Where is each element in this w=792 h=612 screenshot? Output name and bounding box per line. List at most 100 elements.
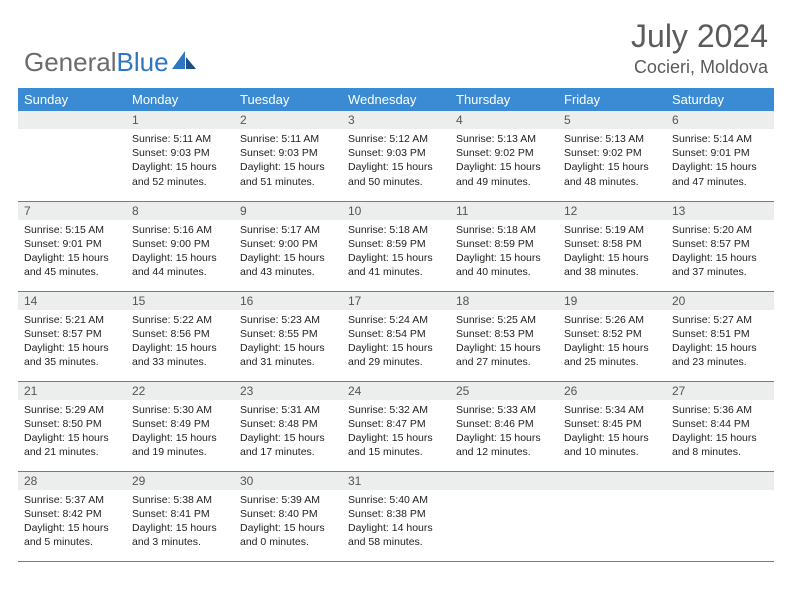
- day-number: 10: [342, 202, 450, 220]
- daylight-text: Daylight: 14 hours and 58 minutes.: [348, 521, 444, 549]
- sunset-text: Sunset: 8:46 PM: [456, 417, 552, 431]
- daylight-text: Daylight: 15 hours and 43 minutes.: [240, 251, 336, 279]
- day-details: Sunrise: 5:19 AMSunset: 8:58 PMDaylight:…: [558, 220, 666, 284]
- weekday-header: Saturday: [666, 88, 774, 111]
- calendar-day-cell: 29Sunrise: 5:38 AMSunset: 8:41 PMDayligh…: [126, 471, 234, 561]
- day-number: 8: [126, 202, 234, 220]
- calendar-week-row: 28Sunrise: 5:37 AMSunset: 8:42 PMDayligh…: [18, 471, 774, 561]
- day-number: 31: [342, 472, 450, 490]
- sunrise-text: Sunrise: 5:11 AM: [240, 132, 336, 146]
- calendar-day-cell: 25Sunrise: 5:33 AMSunset: 8:46 PMDayligh…: [450, 381, 558, 471]
- month-title: July 2024: [631, 18, 768, 55]
- sunrise-text: Sunrise: 5:21 AM: [24, 313, 120, 327]
- logo-text-blue: Blue: [117, 47, 169, 78]
- logo: GeneralBlue: [24, 47, 198, 78]
- day-details: Sunrise: 5:22 AMSunset: 8:56 PMDaylight:…: [126, 310, 234, 374]
- sunrise-text: Sunrise: 5:18 AM: [348, 223, 444, 237]
- sunrise-text: Sunrise: 5:38 AM: [132, 493, 228, 507]
- sunrise-text: Sunrise: 5:19 AM: [564, 223, 660, 237]
- day-number: 25: [450, 382, 558, 400]
- sunrise-text: Sunrise: 5:15 AM: [24, 223, 120, 237]
- sunrise-text: Sunrise: 5:26 AM: [564, 313, 660, 327]
- day-number: 30: [234, 472, 342, 490]
- title-block: July 2024 Cocieri, Moldova: [631, 18, 768, 78]
- daylight-text: Daylight: 15 hours and 17 minutes.: [240, 431, 336, 459]
- day-details: Sunrise: 5:12 AMSunset: 9:03 PMDaylight:…: [342, 129, 450, 193]
- sunset-text: Sunset: 9:02 PM: [564, 146, 660, 160]
- sunrise-text: Sunrise: 5:23 AM: [240, 313, 336, 327]
- day-number: 9: [234, 202, 342, 220]
- calendar-day-cell: 23Sunrise: 5:31 AMSunset: 8:48 PMDayligh…: [234, 381, 342, 471]
- calendar-day-cell: 1Sunrise: 5:11 AMSunset: 9:03 PMDaylight…: [126, 111, 234, 201]
- weekday-header: Sunday: [18, 88, 126, 111]
- day-number: [450, 472, 558, 490]
- sunset-text: Sunset: 8:59 PM: [456, 237, 552, 251]
- sunset-text: Sunset: 9:02 PM: [456, 146, 552, 160]
- day-number: 11: [450, 202, 558, 220]
- day-number: 12: [558, 202, 666, 220]
- calendar-week-row: 1Sunrise: 5:11 AMSunset: 9:03 PMDaylight…: [18, 111, 774, 201]
- logo-sail-icon: [172, 47, 198, 78]
- sunrise-text: Sunrise: 5:12 AM: [348, 132, 444, 146]
- day-details: Sunrise: 5:14 AMSunset: 9:01 PMDaylight:…: [666, 129, 774, 193]
- day-details: Sunrise: 5:24 AMSunset: 8:54 PMDaylight:…: [342, 310, 450, 374]
- weekday-header-row: Sunday Monday Tuesday Wednesday Thursday…: [18, 88, 774, 111]
- sunrise-text: Sunrise: 5:20 AM: [672, 223, 768, 237]
- day-number: 16: [234, 292, 342, 310]
- calendar-day-cell: 16Sunrise: 5:23 AMSunset: 8:55 PMDayligh…: [234, 291, 342, 381]
- sunrise-text: Sunrise: 5:17 AM: [240, 223, 336, 237]
- day-details: Sunrise: 5:18 AMSunset: 8:59 PMDaylight:…: [342, 220, 450, 284]
- calendar-week-row: 21Sunrise: 5:29 AMSunset: 8:50 PMDayligh…: [18, 381, 774, 471]
- weekday-header: Thursday: [450, 88, 558, 111]
- daylight-text: Daylight: 15 hours and 38 minutes.: [564, 251, 660, 279]
- day-number: 20: [666, 292, 774, 310]
- calendar-week-row: 14Sunrise: 5:21 AMSunset: 8:57 PMDayligh…: [18, 291, 774, 381]
- sunrise-text: Sunrise: 5:16 AM: [132, 223, 228, 237]
- day-number: [558, 472, 666, 490]
- header: GeneralBlue July 2024 Cocieri, Moldova: [0, 0, 792, 88]
- sunset-text: Sunset: 8:50 PM: [24, 417, 120, 431]
- day-number: 14: [18, 292, 126, 310]
- sunset-text: Sunset: 8:49 PM: [132, 417, 228, 431]
- calendar-day-cell: 26Sunrise: 5:34 AMSunset: 8:45 PMDayligh…: [558, 381, 666, 471]
- sunrise-text: Sunrise: 5:22 AM: [132, 313, 228, 327]
- sunset-text: Sunset: 9:03 PM: [240, 146, 336, 160]
- calendar-day-cell: 31Sunrise: 5:40 AMSunset: 8:38 PMDayligh…: [342, 471, 450, 561]
- calendar-day-cell: 19Sunrise: 5:26 AMSunset: 8:52 PMDayligh…: [558, 291, 666, 381]
- calendar-table: Sunday Monday Tuesday Wednesday Thursday…: [18, 88, 774, 562]
- sunset-text: Sunset: 9:01 PM: [672, 146, 768, 160]
- calendar-day-cell: 4Sunrise: 5:13 AMSunset: 9:02 PMDaylight…: [450, 111, 558, 201]
- sunset-text: Sunset: 8:54 PM: [348, 327, 444, 341]
- daylight-text: Daylight: 15 hours and 41 minutes.: [348, 251, 444, 279]
- sunrise-text: Sunrise: 5:31 AM: [240, 403, 336, 417]
- daylight-text: Daylight: 15 hours and 40 minutes.: [456, 251, 552, 279]
- calendar-day-cell: 13Sunrise: 5:20 AMSunset: 8:57 PMDayligh…: [666, 201, 774, 291]
- day-number: 26: [558, 382, 666, 400]
- sunrise-text: Sunrise: 5:13 AM: [456, 132, 552, 146]
- day-details: Sunrise: 5:16 AMSunset: 9:00 PMDaylight:…: [126, 220, 234, 284]
- day-number: 1: [126, 111, 234, 129]
- day-number: 23: [234, 382, 342, 400]
- day-details: Sunrise: 5:33 AMSunset: 8:46 PMDaylight:…: [450, 400, 558, 464]
- sunrise-text: Sunrise: 5:37 AM: [24, 493, 120, 507]
- daylight-text: Daylight: 15 hours and 29 minutes.: [348, 341, 444, 369]
- calendar-day-cell: 20Sunrise: 5:27 AMSunset: 8:51 PMDayligh…: [666, 291, 774, 381]
- sunset-text: Sunset: 9:03 PM: [132, 146, 228, 160]
- daylight-text: Daylight: 15 hours and 5 minutes.: [24, 521, 120, 549]
- calendar-day-cell: 7Sunrise: 5:15 AMSunset: 9:01 PMDaylight…: [18, 201, 126, 291]
- day-details: Sunrise: 5:20 AMSunset: 8:57 PMDaylight:…: [666, 220, 774, 284]
- daylight-text: Daylight: 15 hours and 27 minutes.: [456, 341, 552, 369]
- daylight-text: Daylight: 15 hours and 35 minutes.: [24, 341, 120, 369]
- calendar-day-cell: 14Sunrise: 5:21 AMSunset: 8:57 PMDayligh…: [18, 291, 126, 381]
- sunset-text: Sunset: 8:44 PM: [672, 417, 768, 431]
- weekday-header: Friday: [558, 88, 666, 111]
- day-number: 4: [450, 111, 558, 129]
- day-number: 5: [558, 111, 666, 129]
- day-number: [666, 472, 774, 490]
- sunset-text: Sunset: 9:01 PM: [24, 237, 120, 251]
- calendar-day-cell: 5Sunrise: 5:13 AMSunset: 9:02 PMDaylight…: [558, 111, 666, 201]
- calendar-day-cell: 2Sunrise: 5:11 AMSunset: 9:03 PMDaylight…: [234, 111, 342, 201]
- day-number: 27: [666, 382, 774, 400]
- daylight-text: Daylight: 15 hours and 50 minutes.: [348, 160, 444, 188]
- sunrise-text: Sunrise: 5:39 AM: [240, 493, 336, 507]
